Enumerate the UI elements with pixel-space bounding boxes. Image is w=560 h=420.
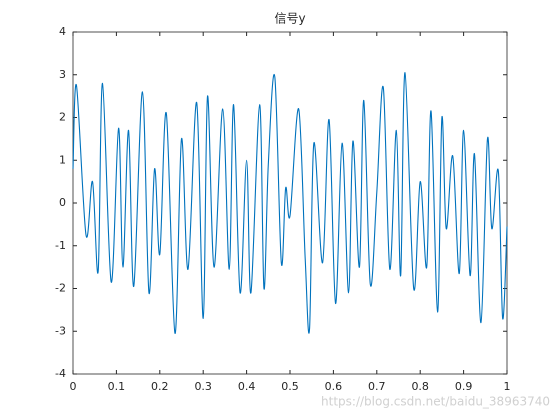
x-tick-label: 1: [504, 380, 511, 393]
signal-line: [72, 72, 508, 334]
x-tick-label: 0.5: [281, 380, 299, 393]
axes-box: [72, 31, 508, 375]
y-tick-label: -1: [55, 239, 66, 252]
x-tick-label: 0.9: [455, 380, 473, 393]
x-tick-label: 0.1: [108, 380, 126, 393]
y-tick-label: -2: [55, 282, 66, 295]
x-tick-label: 0.6: [325, 380, 343, 393]
y-tick-label: 3: [59, 68, 66, 81]
y-tick-label: 2: [59, 111, 66, 124]
y-tick-label: -3: [55, 324, 66, 337]
x-tick-label: 0.8: [411, 380, 429, 393]
y-tick-label: -4: [55, 367, 66, 380]
y-tick-label: 1: [59, 153, 66, 166]
x-tick-label: 0.3: [194, 380, 212, 393]
x-tick-label: 0.2: [151, 380, 169, 393]
y-tick-label: 4: [59, 25, 66, 38]
watermark: https://blog.csdn.net/baidu_38963740: [321, 395, 550, 409]
chart-title: 信号y: [274, 12, 305, 26]
x-tick-label: 0.4: [238, 380, 256, 393]
y-tick-label: 0: [59, 196, 66, 209]
x-tick-label: 0: [70, 380, 77, 393]
x-tick-label: 0.7: [368, 380, 386, 393]
